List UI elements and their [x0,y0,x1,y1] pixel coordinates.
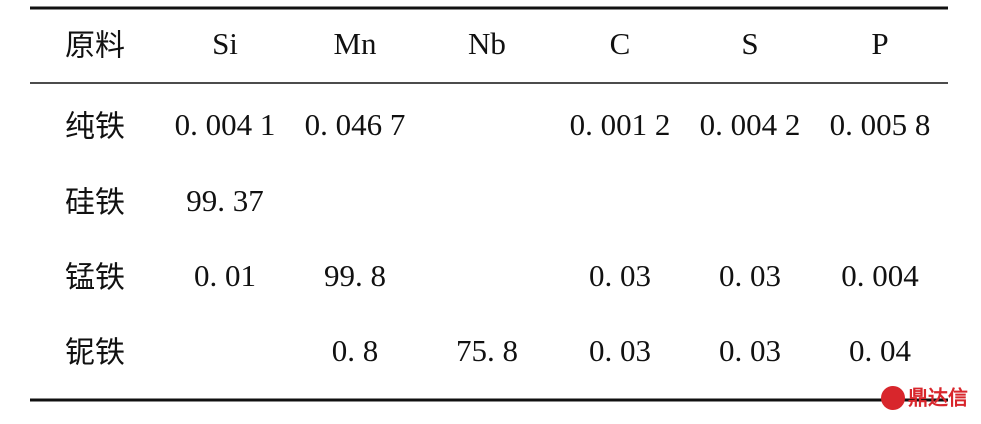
cell: 75. 8 [456,333,518,368]
header-cell: Nb [468,26,506,61]
cell: 0. 03 [719,333,781,368]
cell: 99. 37 [186,183,264,218]
cell: 0. 001 2 [570,107,671,142]
row-label: 铌铁 [65,336,125,371]
header-cell: C [610,26,631,61]
cell: 0. 046 7 [305,107,406,142]
header-cell: Si [212,26,238,61]
header-cell: P [871,26,888,61]
cell: 0. 03 [719,258,781,293]
cell: 0. 03 [589,258,651,293]
cell: 0. 004 2 [700,107,801,142]
header-cell: 原料 [65,29,125,64]
watermark: 鼎达信 [908,386,968,410]
cell: 99. 8 [324,258,386,293]
cell: 0. 005 8 [830,107,931,142]
cell: 0. 004 [841,258,919,293]
header-cell: Mn [333,26,377,61]
cell: 0. 03 [589,333,651,368]
logo [881,386,905,410]
row-label: 硅铁 [65,186,125,221]
header-cell: S [741,26,758,61]
cell: 0. 04 [849,333,912,368]
cell: 0. 004 1 [175,107,276,142]
row-label: 锰铁 [65,261,125,296]
cell: 0. 8 [332,333,379,368]
row-label: 纯铁 [65,110,125,145]
cell: 0. 01 [194,258,256,293]
